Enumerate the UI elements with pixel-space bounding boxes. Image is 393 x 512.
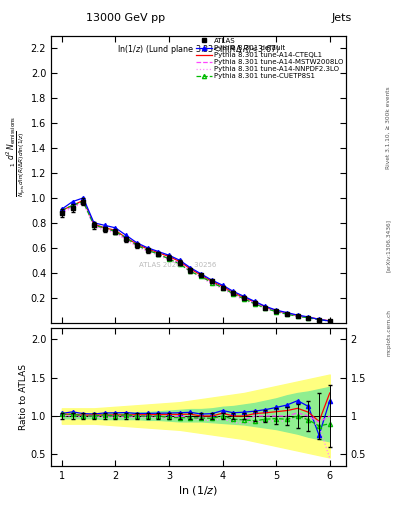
X-axis label: $\ln\,(1/z)$: $\ln\,(1/z)$: [178, 483, 219, 497]
Text: Rivet 3.1.10, ≥ 300k events: Rivet 3.1.10, ≥ 300k events: [386, 87, 391, 169]
Text: $\frac{1}{N_\mathsf{jets}\,d\ln(R/\Delta R)\,d\ln(1/z)}$: $\frac{1}{N_\mathsf{jets}\,d\ln(R/\Delta…: [10, 131, 28, 197]
Text: ATLAS 2020      30256: ATLAS 2020 30256: [139, 262, 217, 268]
Text: [arXiv:1306.3436]: [arXiv:1306.3436]: [386, 219, 391, 272]
Text: 13000 GeV pp: 13000 GeV pp: [86, 13, 165, 23]
Text: mcplots.cern.ch: mcplots.cern.ch: [386, 309, 391, 356]
Text: Jets: Jets: [332, 13, 352, 23]
Text: $\ln(1/z)$ (Lund plane 3.33<$\ln(R\Delta\,R)$<3.67): $\ln(1/z)$ (Lund plane 3.33<$\ln(R\Delta…: [117, 43, 280, 56]
Legend: ATLAS, Pythia 8.301 default, Pythia 8.301 tune-A14-CTEQL1, Pythia 8.301 tune-A14: ATLAS, Pythia 8.301 default, Pythia 8.30…: [196, 37, 344, 80]
Y-axis label: Ratio to ATLAS: Ratio to ATLAS: [19, 364, 28, 430]
Text: $d^2\,N_\mathsf{emissions}$: $d^2\,N_\mathsf{emissions}$: [4, 116, 18, 160]
